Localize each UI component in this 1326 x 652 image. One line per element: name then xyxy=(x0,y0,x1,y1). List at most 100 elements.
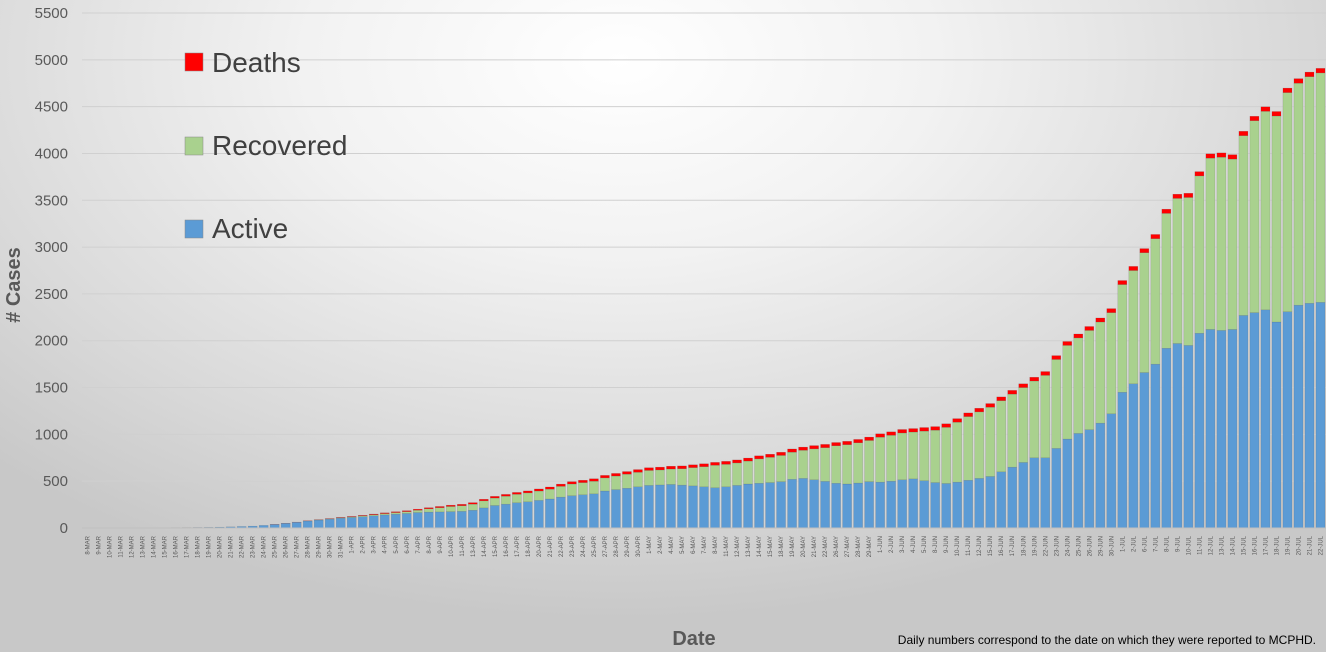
x-tick-label: 18-APR xyxy=(526,535,532,557)
bar-active xyxy=(1238,315,1249,529)
bar-deaths xyxy=(919,427,929,432)
bar-recovered xyxy=(523,492,533,502)
bar-recovered xyxy=(1106,312,1117,414)
bar-recovered xyxy=(754,458,764,484)
bar-deaths xyxy=(886,431,896,436)
bar-active xyxy=(809,479,819,529)
bar-deaths xyxy=(776,452,786,456)
x-axis-label: Date xyxy=(672,628,715,650)
bar-deaths xyxy=(941,423,951,428)
bar-deaths xyxy=(589,478,599,482)
bar-active xyxy=(578,494,588,529)
bar-deaths xyxy=(622,471,632,475)
bar-deaths xyxy=(1040,371,1050,376)
bar-deaths xyxy=(754,455,764,460)
bar-active xyxy=(391,513,401,529)
bar-active xyxy=(446,511,456,529)
bar-active xyxy=(908,478,918,529)
bar-deaths xyxy=(1172,193,1183,199)
x-tick-label: 7-JUL xyxy=(1153,535,1159,552)
bar-recovered xyxy=(930,429,940,483)
bar-recovered xyxy=(1282,92,1293,312)
bar-recovered xyxy=(446,506,456,512)
bar-deaths xyxy=(380,512,390,514)
bar-active xyxy=(644,485,654,529)
bar-active xyxy=(523,501,533,529)
bar-deaths xyxy=(809,445,819,450)
x-tick-label: 16-JUL xyxy=(1252,535,1258,555)
bar-recovered xyxy=(1172,198,1183,344)
bar-active xyxy=(435,511,445,529)
bar-deaths xyxy=(413,508,423,511)
legend-swatch-active xyxy=(184,219,204,239)
x-tick-label: 15-APR xyxy=(493,535,499,557)
bar-deaths xyxy=(732,459,742,464)
bar-active xyxy=(457,511,467,529)
bar-active xyxy=(655,484,665,529)
x-tick-label: 17-JUL xyxy=(1263,535,1269,555)
bar-deaths xyxy=(1018,383,1028,388)
bar-active xyxy=(1315,302,1326,529)
bar-deaths xyxy=(996,396,1006,401)
bar-deaths xyxy=(1161,208,1172,214)
x-tick-label: 21-MAY xyxy=(812,536,818,557)
bar-recovered xyxy=(677,468,687,486)
bar-deaths xyxy=(1238,131,1249,136)
bar-deaths xyxy=(688,464,698,468)
bar-active xyxy=(1172,343,1183,529)
bar-recovered xyxy=(1293,83,1304,306)
bar-recovered xyxy=(1216,156,1227,331)
x-tick-label: 11-MAR xyxy=(119,535,125,557)
bar-deaths xyxy=(611,473,621,477)
bar-recovered xyxy=(1315,72,1326,303)
bar-deaths xyxy=(1051,355,1061,360)
x-tick-label: 2-APR xyxy=(361,535,367,553)
x-tick-label: 20-MAR xyxy=(218,535,224,558)
bar-recovered xyxy=(875,436,885,483)
bar-recovered xyxy=(413,510,423,513)
bar-active xyxy=(269,524,280,529)
legend-label-recovered: Recovered xyxy=(212,130,347,161)
bar-recovered xyxy=(985,407,995,477)
bar-recovered xyxy=(1227,158,1238,330)
bar-active xyxy=(886,480,896,529)
x-tick-label: 9-JUN xyxy=(944,536,950,553)
x-tick-label: 20-JUL xyxy=(1296,535,1302,555)
bar-deaths xyxy=(1194,171,1205,177)
bar-active xyxy=(1117,392,1128,529)
bar-active xyxy=(1051,448,1061,529)
x-tick-label: 3-JUN xyxy=(900,536,906,553)
x-tick-label: 22-APR xyxy=(559,535,565,557)
x-tick-label: 11-APR xyxy=(460,535,466,556)
x-tick-label: 9-JUL xyxy=(1175,535,1181,552)
bar-active xyxy=(820,481,830,529)
x-tick-label: 22-MAR xyxy=(240,535,246,558)
y-tick-label: 4000 xyxy=(35,145,68,162)
bar-deaths xyxy=(842,441,852,445)
bar-deaths xyxy=(875,433,885,438)
x-tick-label: 16-JUN xyxy=(999,536,1005,556)
bar-recovered xyxy=(996,400,1006,473)
x-tick-label: 19-JUN xyxy=(1032,536,1038,556)
x-tick-label: 11-JUN xyxy=(966,536,972,556)
bar-deaths xyxy=(501,494,511,497)
x-tick-label: 14-APR xyxy=(482,535,488,557)
x-tick-label: 27-APR xyxy=(603,535,609,557)
bar-recovered xyxy=(1260,111,1271,311)
bar-active xyxy=(1007,466,1017,529)
bar-active xyxy=(1216,330,1227,529)
bar-active xyxy=(776,481,786,529)
x-axis-ticks: 8-MAR 9-MAR 10-MAR 11-MAR 12-MAR 13-MAR 14-MAR… xyxy=(86,535,1325,558)
bar-recovered xyxy=(710,465,720,488)
x-tick-label: 6-JUL xyxy=(1142,535,1148,552)
bar-recovered xyxy=(622,473,632,489)
bar-active xyxy=(743,483,753,529)
x-tick-label: 28-MAY xyxy=(856,536,862,557)
y-tick-label: 1500 xyxy=(35,380,68,397)
bar-recovered xyxy=(578,482,588,495)
bar-deaths xyxy=(930,426,940,431)
bar-active xyxy=(1150,363,1161,529)
bar-active xyxy=(633,486,643,529)
bar-recovered xyxy=(809,448,819,480)
